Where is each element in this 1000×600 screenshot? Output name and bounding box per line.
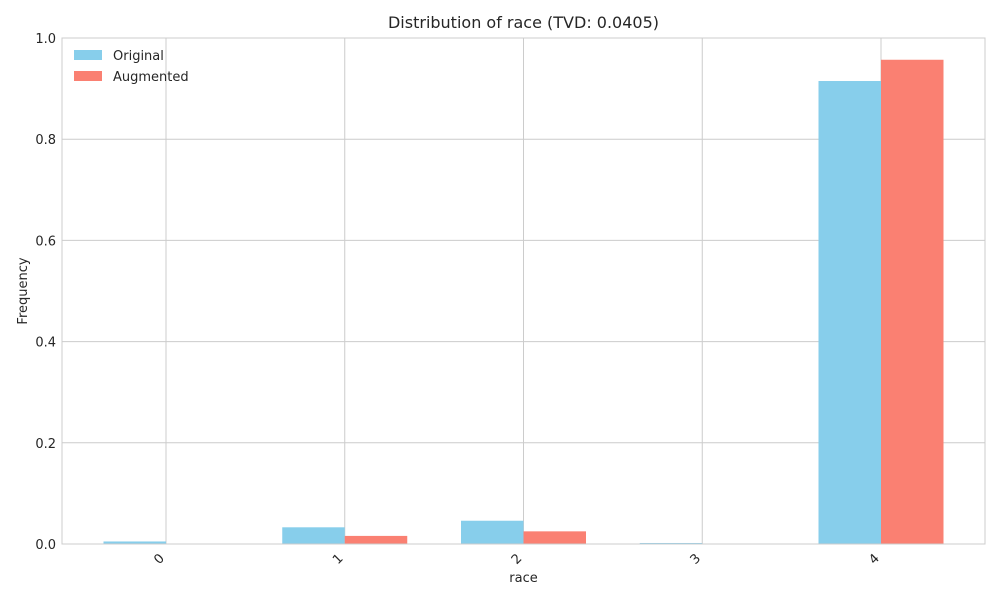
bar-original-2 [461,520,524,544]
legend-swatch-augmented [74,71,102,81]
bar-augmented-2 [523,531,586,544]
y-tick-label: 0.0 [35,538,56,553]
chart-title: Distribution of race (TVD: 0.0405) [388,13,659,32]
y-tick-label: 0.4 [35,336,56,351]
y-tick-label: 1.0 [35,32,56,47]
bar-original-1 [282,527,345,544]
bar-augmented-1 [344,535,408,544]
plot-frame [61,37,986,545]
bar-augmented-4 [881,59,944,545]
bars [103,59,944,545]
legend-label-augmented: Augmented [113,70,189,85]
y-axis-label: Frequency [16,257,31,324]
y-tick-label: 0.8 [35,133,56,148]
legend-swatch-original [74,50,102,60]
legend: Original Augmented [74,49,189,85]
x-axis-label: race [509,571,537,586]
bar-original-3 [639,542,703,544]
legend-label-original: Original [113,49,164,64]
y-tick-label: 0.6 [35,234,56,249]
y-tick-label: 0.2 [35,437,56,452]
y-tick-labels: 0.0 0.2 0.4 0.6 0.8 1.0 [35,32,56,553]
bar-original-0 [103,541,166,544]
bar-original-4 [818,81,881,544]
